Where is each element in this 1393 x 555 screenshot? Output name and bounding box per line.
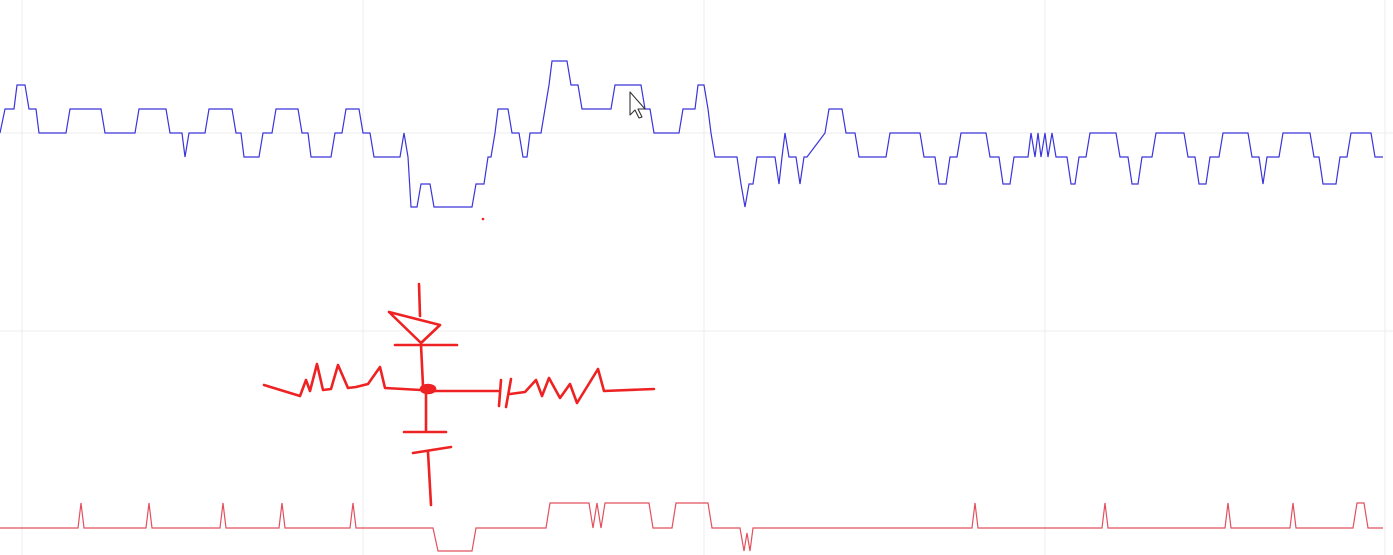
sketch-cap-plate-left <box>497 378 503 408</box>
sketch-battery-plate-short <box>411 445 453 455</box>
ink-dot <box>481 217 485 221</box>
waveform-bottom <box>0 502 1383 552</box>
sketch-bottom-lead <box>426 450 433 507</box>
sketch-right-resistor <box>508 367 656 405</box>
sketch-junction-node <box>419 383 437 395</box>
sketch-diode-triangle <box>387 310 442 345</box>
sketch-top-lead <box>417 282 422 318</box>
waveform-top <box>0 60 1383 208</box>
sketch-node-lead <box>419 343 425 388</box>
mouse-pointer-icon <box>629 91 646 119</box>
sketch-left-resistor <box>262 362 423 398</box>
circuit-sketch <box>262 282 656 507</box>
sketch-cap-plate-right <box>504 377 513 409</box>
